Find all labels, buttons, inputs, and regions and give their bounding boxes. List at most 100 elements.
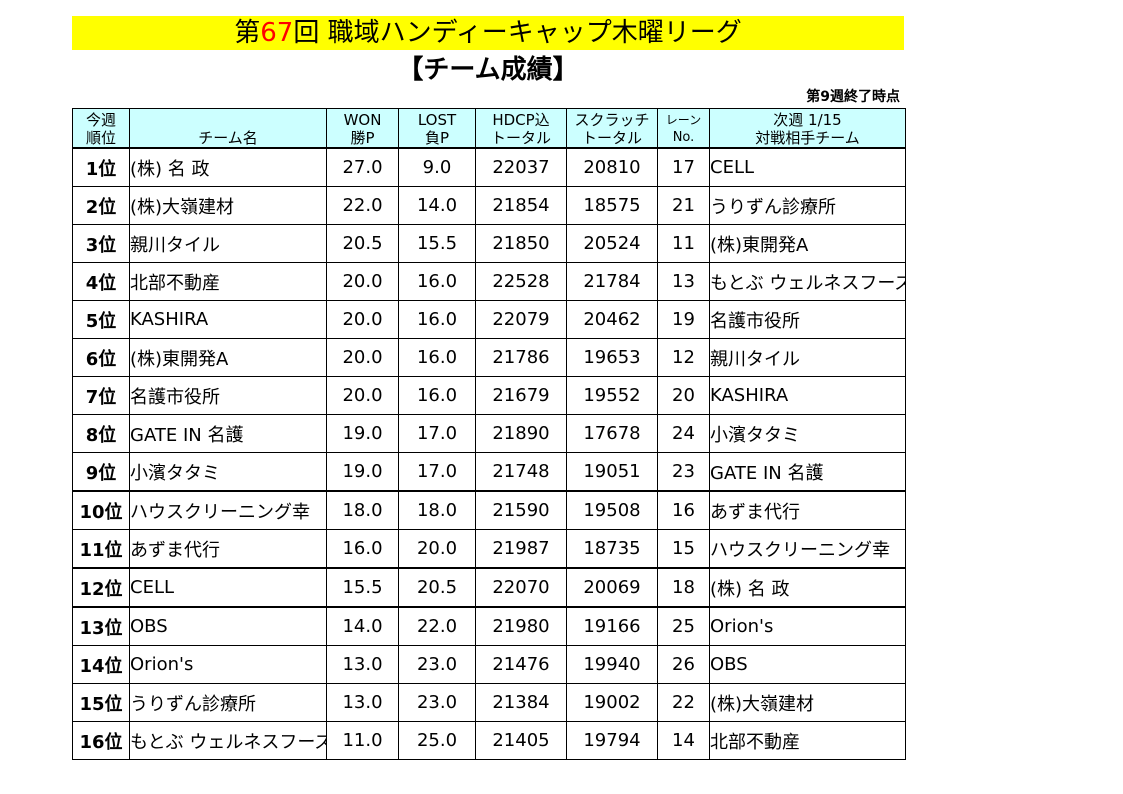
scratch-total-cell: 19794 bbox=[566, 721, 658, 760]
league-title: 第67回 職域ハンディーキャップ木曜リーグ bbox=[72, 16, 904, 50]
scratch-total-cell: 19940 bbox=[566, 645, 658, 684]
rank-cell: 10位 bbox=[72, 490, 130, 530]
lost-points-cell: 23.0 bbox=[398, 645, 476, 684]
next-opponent-cell: ハウスクリーニング幸 bbox=[709, 529, 906, 569]
table-row: 15位 うりずん診療所 13.0 23.0 21384 19002 22 (株)大嶺建材 bbox=[72, 683, 906, 722]
won-points-cell: 14.0 bbox=[326, 606, 399, 646]
scratch-total-cell: 19166 bbox=[566, 606, 658, 646]
won-points-cell: 13.0 bbox=[326, 645, 399, 684]
team-name-cell: 親川タイル bbox=[129, 224, 327, 263]
table-row: 5位 KASHIRA 20.0 16.0 22079 20462 19 名護市役所 bbox=[72, 300, 906, 339]
hdcp-total-cell: 21980 bbox=[475, 606, 567, 646]
table-row: 12位 CELL 15.5 20.5 22070 20069 18 (株) 名 政 bbox=[72, 567, 906, 608]
table-row: 9位 小濱タタミ 19.0 17.0 21748 19051 23 GATE IN 名護 bbox=[72, 452, 906, 492]
table-row: 11位 あずま代行 16.0 20.0 21987 18735 15 ハウスクリーニング幸 bbox=[72, 529, 906, 569]
scratch-total-cell: 17678 bbox=[566, 414, 658, 453]
lane-number-cell: 25 bbox=[657, 606, 710, 646]
lane-number-cell: 21 bbox=[657, 186, 710, 225]
table-row: 6位 (株)東開発A 20.0 16.0 21786 19653 12 親川タイル bbox=[72, 338, 906, 377]
table-row: 16位 もとぶ ウェルネスフーズ 11.0 25.0 21405 19794 14 北部不動産 bbox=[72, 721, 906, 760]
table-row: 4位 北部不動産 20.0 16.0 22528 21784 13 もとぶ ウェルネスフーズ bbox=[72, 262, 906, 301]
lost-points-cell: 14.0 bbox=[398, 186, 476, 225]
lane-number-cell: 15 bbox=[657, 529, 710, 569]
next-opponent-cell: あずま代行 bbox=[709, 490, 906, 530]
hdcp-total-cell: 21679 bbox=[475, 376, 567, 415]
header-lane: レーン No. bbox=[657, 108, 710, 149]
next-opponent-cell: KASHIRA bbox=[709, 376, 906, 415]
next-opponent-cell: (株)東開発A bbox=[709, 224, 906, 263]
hdcp-total-cell: 21476 bbox=[475, 645, 567, 684]
standings-body: 1位 (株) 名 政 27.0 9.0 22037 20810 17 CELL 2位 (株)大嶺建… bbox=[72, 147, 906, 760]
scratch-total-cell: 20524 bbox=[566, 224, 658, 263]
lane-number-cell: 18 bbox=[657, 567, 710, 608]
rank-cell: 15位 bbox=[72, 683, 130, 722]
next-opponent-cell: OBS bbox=[709, 645, 906, 684]
hdcp-total-cell: 21987 bbox=[475, 529, 567, 569]
table-row: 1位 (株) 名 政 27.0 9.0 22037 20810 17 CELL bbox=[72, 147, 906, 187]
next-opponent-cell: Orion's bbox=[709, 606, 906, 646]
next-opponent-cell: 北部不動産 bbox=[709, 721, 906, 760]
lost-points-cell: 17.0 bbox=[398, 414, 476, 453]
rank-cell: 14位 bbox=[72, 645, 130, 684]
hdcp-total-cell: 21890 bbox=[475, 414, 567, 453]
scratch-total-cell: 19051 bbox=[566, 452, 658, 492]
rank-cell: 13位 bbox=[72, 606, 130, 646]
table-row: 8位 GATE IN 名護 19.0 17.0 21890 17678 24 小濱タタミ bbox=[72, 414, 906, 453]
header-rank: 今週 順位 bbox=[72, 108, 130, 149]
next-opponent-cell: (株) 名 政 bbox=[709, 567, 906, 608]
lost-points-cell: 23.0 bbox=[398, 683, 476, 722]
won-points-cell: 20.0 bbox=[326, 376, 399, 415]
team-name-cell: (株)東開発A bbox=[129, 338, 327, 377]
lost-points-cell: 15.5 bbox=[398, 224, 476, 263]
team-name-cell: もとぶ ウェルネスフーズ bbox=[129, 721, 327, 760]
next-opponent-cell: (株)大嶺建材 bbox=[709, 683, 906, 722]
scratch-total-cell: 20462 bbox=[566, 300, 658, 339]
lane-number-cell: 19 bbox=[657, 300, 710, 339]
won-points-cell: 18.0 bbox=[326, 490, 399, 530]
hdcp-total-cell: 21748 bbox=[475, 452, 567, 492]
next-opponent-cell: 名護市役所 bbox=[709, 300, 906, 339]
title-prefix: 第 bbox=[234, 18, 261, 48]
team-name-cell: KASHIRA bbox=[129, 300, 327, 339]
header-scratch: スクラッチ トータル bbox=[566, 108, 658, 149]
scratch-total-cell: 19508 bbox=[566, 490, 658, 530]
lost-points-cell: 16.0 bbox=[398, 300, 476, 339]
team-name-cell: あずま代行 bbox=[129, 529, 327, 569]
table-row: 3位 親川タイル 20.5 15.5 21850 20524 11 (株)東開発A bbox=[72, 224, 906, 263]
rank-cell: 6位 bbox=[72, 338, 130, 377]
header-hdcp: HDCP込 トータル bbox=[475, 108, 567, 149]
hdcp-total-cell: 21590 bbox=[475, 490, 567, 530]
lost-points-cell: 22.0 bbox=[398, 606, 476, 646]
rank-cell: 3位 bbox=[72, 224, 130, 263]
hdcp-total-cell: 21850 bbox=[475, 224, 567, 263]
won-points-cell: 11.0 bbox=[326, 721, 399, 760]
rank-cell: 9位 bbox=[72, 452, 130, 492]
lost-points-cell: 16.0 bbox=[398, 338, 476, 377]
won-points-cell: 13.0 bbox=[326, 683, 399, 722]
table-row: 7位 名護市役所 20.0 16.0 21679 19552 20 KASHIRA bbox=[72, 376, 906, 415]
team-name-cell: Orion's bbox=[129, 645, 327, 684]
team-name-cell: OBS bbox=[129, 606, 327, 646]
won-points-cell: 20.0 bbox=[326, 262, 399, 301]
lane-number-cell: 12 bbox=[657, 338, 710, 377]
lost-points-cell: 9.0 bbox=[398, 147, 476, 187]
scratch-total-cell: 19653 bbox=[566, 338, 658, 377]
team-name-cell: ハウスクリーニング幸 bbox=[129, 490, 327, 530]
won-points-cell: 20.0 bbox=[326, 338, 399, 377]
header-row: 今週 順位 チーム名 WON 勝P LOST 負P HDCP込 トータル スクラッチ トー… bbox=[72, 108, 906, 149]
lane-number-cell: 14 bbox=[657, 721, 710, 760]
standings-table: 今週 順位 チーム名 WON 勝P LOST 負P HDCP込 トータル スクラッチ トー… bbox=[72, 108, 906, 760]
rank-cell: 8位 bbox=[72, 414, 130, 453]
hdcp-total-cell: 22528 bbox=[475, 262, 567, 301]
lost-points-cell: 25.0 bbox=[398, 721, 476, 760]
rank-cell: 11位 bbox=[72, 529, 130, 569]
won-points-cell: 20.0 bbox=[326, 300, 399, 339]
team-name-cell: 小濱タタミ bbox=[129, 452, 327, 492]
hdcp-total-cell: 21854 bbox=[475, 186, 567, 225]
team-name-cell: 名護市役所 bbox=[129, 376, 327, 415]
lane-number-cell: 16 bbox=[657, 490, 710, 530]
rank-cell: 16位 bbox=[72, 721, 130, 760]
title-suffix: 回 職域ハンディーキャップ木曜リーグ bbox=[293, 18, 742, 48]
next-opponent-cell: GATE IN 名護 bbox=[709, 452, 906, 492]
table-row: 13位 OBS 14.0 22.0 21980 19166 25 Orion's bbox=[72, 606, 906, 646]
